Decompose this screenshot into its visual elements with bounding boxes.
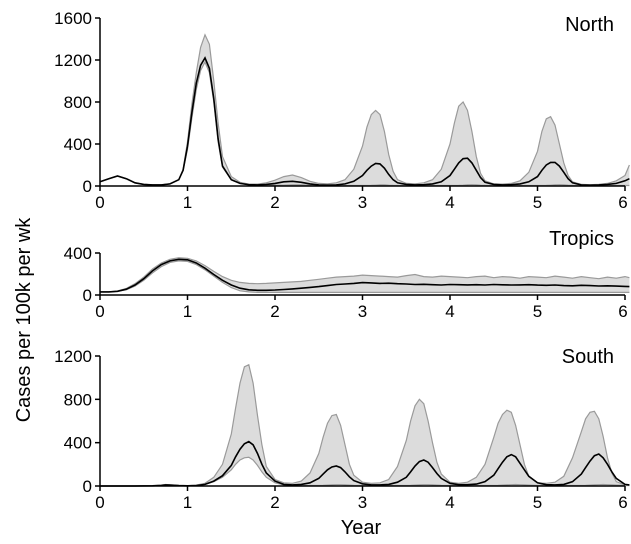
- north-x-tick-label: 4: [445, 193, 454, 212]
- south-upper-line: [100, 363, 630, 487]
- north-x-tick-label: 0: [95, 193, 104, 212]
- x-axis-label: Year: [341, 517, 382, 539]
- south-y-tick-label: 1200: [54, 347, 92, 366]
- north-upper-line: [99, 33, 630, 186]
- south-x-tick-label: 0: [95, 493, 104, 512]
- south-x-tick-label: 4: [445, 493, 454, 512]
- south-median-line: [100, 440, 630, 487]
- north-x-tick-label: 6: [618, 193, 627, 212]
- y-axis-label: Cases per 100k per wk: [13, 217, 35, 423]
- north-y-tick-label: 400: [64, 135, 92, 154]
- tropics-y-tick-label: 0: [83, 286, 92, 305]
- south-band: [100, 364, 630, 486]
- panel-north: 0 400 800 1200 1600 0 1 2 3 4 5 6 North: [54, 9, 630, 212]
- south-y-tick-label: 800: [64, 390, 92, 409]
- south-y-tick-label: 0: [83, 477, 92, 496]
- tropics-y-tick-label: 400: [64, 244, 92, 263]
- tropics-panel-title: Tropics: [549, 228, 614, 250]
- north-median-line: [99, 56, 630, 187]
- tropics-x-tick-label: 3: [358, 302, 367, 321]
- north-y-tick-label: 1200: [54, 51, 92, 70]
- north-y-tick-label: 1600: [54, 9, 92, 28]
- south-x-tick-label: 3: [358, 493, 367, 512]
- tropics-lower-line: [100, 260, 630, 293]
- tropics-x-tick-label: 1: [183, 302, 192, 321]
- panel-south: 0 400 800 1200 0 1 2 3 4 5 6 South: [54, 346, 630, 512]
- north-x-tick-label: 5: [533, 193, 542, 212]
- tropics-x-tick-label: 6: [618, 302, 627, 321]
- south-y-tick-label: 400: [64, 434, 92, 453]
- south-x-tick-label: 2: [270, 493, 279, 512]
- tropics-median-line: [100, 258, 630, 293]
- north-panel-title: North: [565, 14, 614, 36]
- north-x-tick-label: 2: [270, 193, 279, 212]
- tropics-x-tick-label: 2: [270, 302, 279, 321]
- tropics-band: [100, 257, 630, 293]
- south-x-tick-label: 1: [183, 493, 192, 512]
- south-x-tick-label: 5: [533, 493, 542, 512]
- panel-tropics: 0 400 0 1 2 3 4 5 6 Tropics: [64, 228, 630, 321]
- tropics-upper-line: [100, 257, 630, 293]
- north-x-tick-label: 1: [183, 193, 192, 212]
- tropics-x-tick-label: 0: [95, 302, 104, 321]
- north-band: [100, 34, 630, 186]
- tropics-x-tick-label: 4: [445, 302, 454, 321]
- south-lower-line: [100, 456, 630, 487]
- tropics-x-tick-label: 5: [533, 302, 542, 321]
- south-x-tick-label: 6: [618, 493, 627, 512]
- north-x-tick-label: 3: [358, 193, 367, 212]
- north-y-tick-label: 800: [64, 93, 92, 112]
- south-panel-title: South: [562, 346, 614, 368]
- north-y-tick-label: 0: [83, 177, 92, 196]
